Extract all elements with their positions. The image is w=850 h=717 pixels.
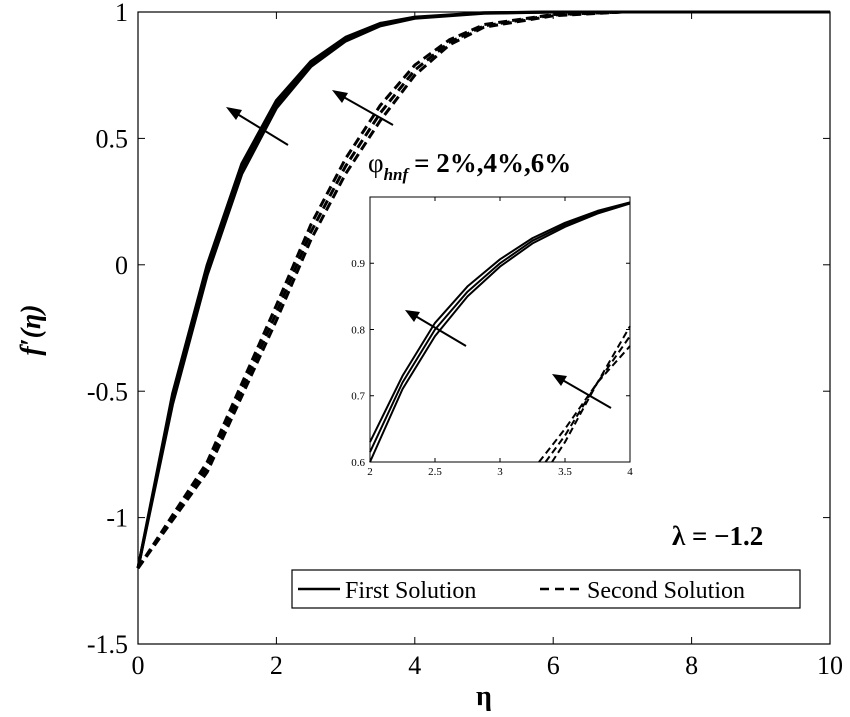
inset-series-group [369,201,631,463]
arrow-first-solution [226,107,289,146]
inset-series-line-first-solution [369,202,631,453]
inset-tick-labels: 2 2.5 3 3.5 4 0.6 0.7 0.8 0.9 [351,258,633,478]
inset-series-line-second-solution [538,345,631,463]
inset-series-line-first-solution [369,201,631,443]
inset-series-line-first-solution [369,202,631,463]
main-x-tick-label: 2 [270,651,283,680]
legend-first-solution-label: First Solution [345,578,476,604]
main-x-tick-label: 8 [685,651,698,680]
inset-x-tick-label: 4 [627,466,633,478]
legend-second-solution-label: Second Solution [587,578,745,604]
main-y-tick-label: 0 [115,251,128,280]
main-series-line-second-solution [136,10,830,570]
inset-y-tick-label: 0.7 [351,391,365,403]
main-tick-labels: 0 2 4 6 8 10 -1.5 -1 -0.5 0 0.5 1 [87,0,843,680]
inset-y-tick-label: 0.8 [351,324,365,336]
main-series-line-first-solution [136,10,830,569]
legend: First Solution Second Solution [291,569,801,609]
main-x-tick-label: 6 [547,651,560,680]
main-y-tick-label: 1 [115,0,128,27]
inset-x-tick-label: 2.5 [428,466,442,478]
inset-y-tick-label: 0.9 [351,258,365,270]
main-series-line-second-solution [136,10,830,570]
phi-subscript: hnf [384,165,411,184]
inset-y-tick-label: 0.6 [351,457,365,469]
main-series-group [136,10,830,570]
inset-x-tick-label: 3 [497,466,503,478]
phi-symbol: φ [368,148,384,178]
main-x-tick-label: 10 [817,651,843,680]
main-y-tick-label: -1.5 [87,630,128,659]
main-x-tick-label: 4 [408,651,421,680]
inset-background [370,197,630,462]
lambda-annotation: λ = −1.2 [672,521,763,551]
inset-series-line-second-solution [544,335,631,463]
inset-arrow-second-solution [552,374,612,409]
x-axis-label: η [476,681,492,712]
phi-values: = 2%,4%,6% [414,148,571,178]
main-y-tick-label: -0.5 [87,377,128,406]
main-x-tick-label: 0 [132,651,145,680]
phi-annotation: φhnf = 2%,4%,6% [368,148,571,184]
inset-arrow-first-solution [405,310,467,347]
main-y-tick-label: 0.5 [96,125,129,154]
main-y-tick-label: -1 [106,504,128,533]
inset-x-tick-label: 2 [367,466,373,478]
y-axis-label: f′(η) [16,304,47,355]
inset-series-line-second-solution [551,325,631,463]
inset-x-tick-label: 3.5 [558,466,572,478]
arrow-second-solution [332,90,394,126]
